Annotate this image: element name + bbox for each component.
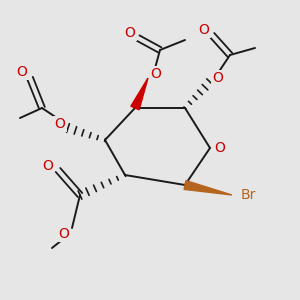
- Text: O: O: [16, 65, 27, 79]
- Polygon shape: [131, 78, 148, 110]
- Text: O: O: [58, 227, 69, 241]
- Text: O: O: [151, 67, 161, 81]
- Text: O: O: [55, 117, 65, 131]
- Polygon shape: [184, 181, 232, 195]
- Text: O: O: [43, 159, 53, 173]
- Text: O: O: [214, 141, 225, 155]
- Text: Br: Br: [240, 188, 256, 202]
- Text: O: O: [199, 23, 209, 37]
- Text: O: O: [213, 71, 224, 85]
- Text: O: O: [124, 26, 135, 40]
